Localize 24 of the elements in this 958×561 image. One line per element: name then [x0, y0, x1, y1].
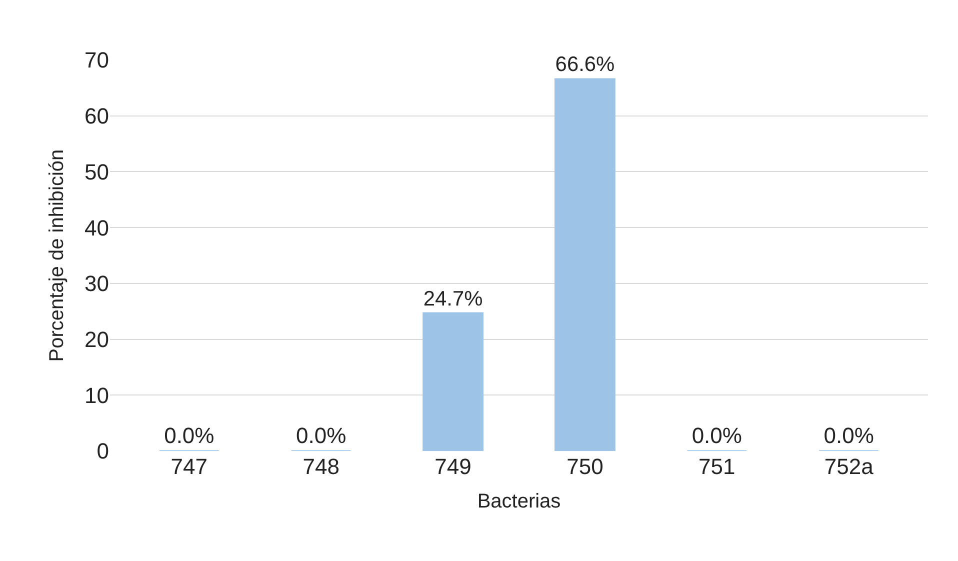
x-tick-label: 751: [698, 454, 736, 479]
y-tick-label: 40: [84, 215, 109, 240]
y-tick-label: 70: [84, 48, 109, 73]
y-tick-label: 10: [84, 382, 109, 408]
x-tick-label: 749: [434, 454, 472, 479]
y-tick-label: 30: [84, 271, 109, 296]
data-label: 0.0%: [296, 423, 346, 448]
data-label: 24.7%: [423, 287, 483, 310]
x-tick-label: 748: [302, 454, 340, 479]
bar: [422, 312, 484, 451]
y-tick-label: 0: [96, 438, 109, 464]
data-label: 66.6%: [555, 53, 615, 76]
data-label: 0.0%: [692, 423, 742, 448]
y-tick-label: 20: [84, 326, 109, 352]
x-tick-label: 750: [566, 454, 604, 479]
y-axis-title: Porcentaje de inhibición: [46, 149, 68, 362]
data-label: 0.0%: [164, 423, 214, 448]
x-tick-label: 747: [170, 454, 208, 479]
bar: [554, 78, 616, 451]
data-label: 0.0%: [824, 423, 874, 448]
y-tick-label: 60: [84, 104, 109, 129]
x-axis-title: Bacterias: [477, 490, 561, 512]
y-tick-label: 50: [84, 159, 109, 184]
x-tick-label: 752a: [824, 454, 874, 479]
